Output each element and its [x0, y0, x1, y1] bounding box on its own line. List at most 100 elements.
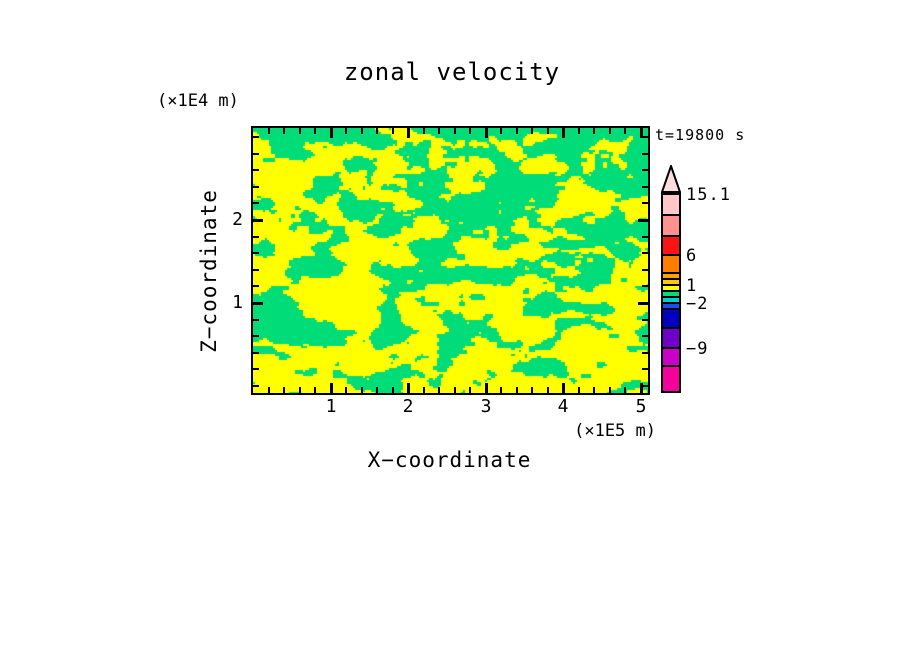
tick-mark: [253, 319, 259, 321]
tick-mark: [253, 236, 259, 238]
tick-mark: [423, 387, 425, 393]
velocity-field-heatmap: [253, 128, 648, 393]
tick-mark: [330, 383, 333, 393]
tick-mark: [299, 128, 301, 134]
tick-mark: [642, 285, 648, 287]
tick-mark: [624, 387, 626, 393]
tick-mark: [253, 136, 259, 138]
tick-mark: [516, 387, 518, 393]
x-axis-unit-label: (×1E5 m): [574, 421, 656, 441]
tick-mark: [640, 383, 643, 393]
tick-mark: [253, 269, 259, 271]
tick-mark: [516, 128, 518, 134]
tick-mark: [345, 387, 347, 393]
tick-mark: [624, 128, 626, 134]
tick-mark: [253, 186, 259, 188]
colorbar-segment: [663, 216, 679, 237]
tick-mark: [392, 387, 394, 393]
tick-mark: [642, 269, 648, 271]
tick-mark: [438, 128, 440, 134]
tick-mark: [268, 128, 270, 134]
tick-mark: [500, 387, 502, 393]
tick-mark: [485, 128, 488, 138]
tick-mark: [578, 128, 580, 134]
tick-mark: [253, 169, 259, 171]
tick-mark: [407, 128, 410, 138]
tick-mark: [345, 128, 347, 134]
tick-mark: [392, 128, 394, 134]
tick-mark: [283, 387, 285, 393]
tick-mark: [314, 387, 316, 393]
colorbar: [661, 193, 681, 393]
tick-mark: [609, 387, 611, 393]
x-tick-label: 5: [635, 396, 647, 417]
tick-mark: [500, 128, 502, 134]
tick-mark: [253, 368, 259, 370]
tick-mark: [531, 387, 533, 393]
tick-mark: [253, 202, 259, 204]
colorbar-segment: [663, 329, 679, 349]
colorbar-segment: [663, 349, 679, 367]
tick-mark: [642, 385, 648, 387]
plot-area: [251, 126, 650, 395]
y-tick-label: 1: [232, 292, 243, 313]
tick-mark: [642, 319, 648, 321]
tick-mark: [547, 387, 549, 393]
tick-mark: [469, 128, 471, 134]
colorbar-segment: [663, 310, 679, 329]
tick-mark: [376, 387, 378, 393]
tick-mark: [253, 352, 259, 354]
tick-mark: [547, 128, 549, 134]
tick-mark: [407, 383, 410, 393]
tick-mark: [253, 252, 259, 254]
tick-mark: [642, 169, 648, 171]
x-axis-title: X−coordinate: [367, 448, 532, 472]
colorbar-segment: [663, 286, 679, 292]
tick-mark: [330, 128, 333, 138]
tick-mark: [642, 202, 648, 204]
tick-mark: [268, 387, 270, 393]
y-axis-unit-label: (×1E4 m): [157, 91, 239, 111]
colorbar-level-label: −9: [686, 339, 709, 359]
tick-mark: [253, 153, 259, 155]
colorbar-segment: [663, 280, 679, 286]
colorbar-segment: [663, 274, 679, 280]
tick-mark: [361, 387, 363, 393]
x-tick-label: 2: [402, 396, 414, 417]
tick-mark: [299, 387, 301, 393]
tick-mark: [638, 302, 648, 305]
colorbar-segment: [663, 195, 679, 216]
tick-mark: [253, 302, 263, 305]
tick-mark: [314, 128, 316, 134]
tick-mark: [438, 387, 440, 393]
chart-title: zonal velocity: [343, 58, 561, 86]
y-tick-label: 2: [232, 209, 243, 230]
tick-mark: [642, 252, 648, 254]
tick-mark: [642, 368, 648, 370]
tick-mark: [642, 236, 648, 238]
tick-mark: [642, 136, 648, 138]
colorbar-segment: [663, 237, 679, 256]
tick-mark: [376, 128, 378, 134]
colorbar-level-label: 1: [686, 276, 698, 296]
tick-mark: [640, 128, 643, 138]
colorbar-level-label: 15.1: [686, 185, 731, 205]
tick-mark: [638, 219, 648, 222]
colorbar-level-label: 6: [686, 246, 698, 266]
tick-mark: [562, 383, 565, 393]
colorbar-segment: [663, 304, 679, 310]
tick-mark: [562, 128, 565, 138]
colorbar-segment: [663, 256, 679, 274]
tick-mark: [531, 128, 533, 134]
x-tick-label: 1: [325, 396, 337, 417]
colorbar-segment: [663, 292, 679, 298]
colorbar-segment: [663, 367, 679, 391]
tick-mark: [253, 285, 259, 287]
tick-mark: [485, 383, 488, 393]
tick-mark: [642, 335, 648, 337]
tick-mark: [253, 219, 263, 222]
tick-mark: [593, 128, 595, 134]
time-annotation: t=19800 s: [655, 126, 746, 144]
tick-mark: [642, 186, 648, 188]
